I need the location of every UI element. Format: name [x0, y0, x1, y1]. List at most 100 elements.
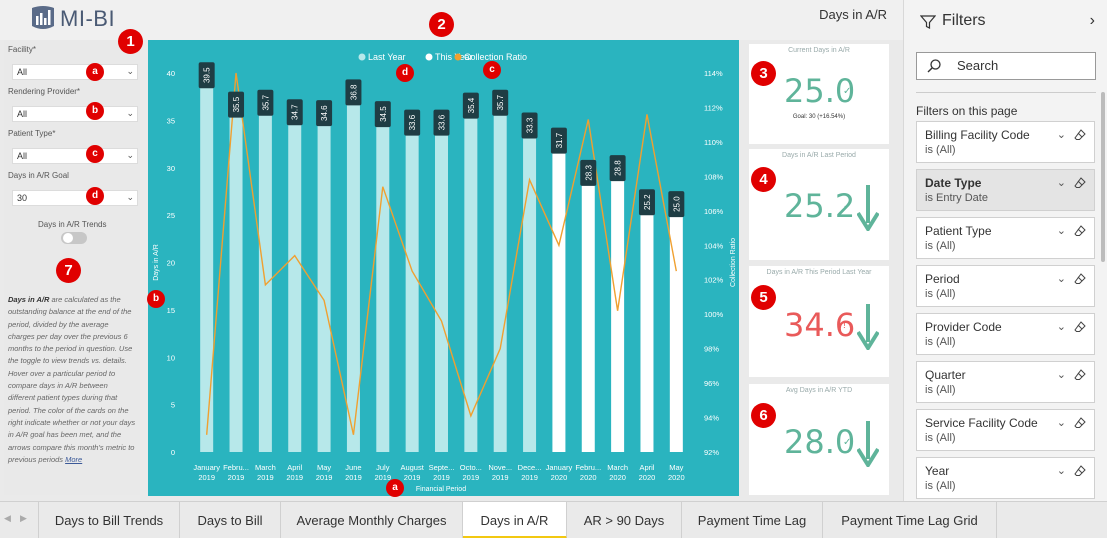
bar-last-year	[229, 115, 243, 452]
filter-card[interactable]: Quarter is (All) ⌄	[916, 361, 1095, 403]
eraser-icon[interactable]	[1074, 177, 1086, 189]
data-label-box	[668, 191, 685, 218]
y2-tick-label: 94%	[704, 414, 719, 423]
filter-card[interactable]: Year is (All) ⌄	[916, 457, 1095, 499]
data-label: 34.6	[320, 105, 329, 121]
logo-icon	[32, 6, 54, 29]
chevron-down-icon[interactable]: ⌄	[1056, 465, 1066, 477]
data-label-box	[580, 159, 597, 186]
page-title: Days in A/R	[819, 7, 887, 22]
check-mark-icon: ✓	[843, 201, 852, 212]
patient-type-dropdown[interactable]: All ⌄	[12, 148, 138, 164]
data-label: 33.6	[408, 114, 417, 130]
tab-days-to-bill[interactable]: Days to Bill	[180, 502, 281, 538]
filter-card[interactable]: Period is (All) ⌄	[916, 265, 1095, 307]
y2-axis-title: Collection Ratio	[730, 238, 737, 287]
data-label-box	[609, 155, 626, 182]
trends-description-bold: Days in A/R	[8, 295, 50, 304]
kpi-card-avg-ytd[interactable]: Avg Days in A/R YTD 28.0 ✓	[749, 384, 889, 495]
y2-tick-label: 110%	[704, 138, 723, 147]
y2-tick-label: 96%	[704, 379, 719, 388]
previous-page-icon[interactable]: ◀	[4, 513, 11, 523]
marker-a: a	[386, 479, 404, 497]
filter-card[interactable]: Date Type is Entry Date ⌄	[916, 169, 1095, 211]
filter-card[interactable]: Patient Type is (All) ⌄	[916, 217, 1095, 259]
chevron-down-icon[interactable]: ⌄	[1056, 225, 1066, 237]
legend-marker	[358, 53, 366, 61]
filter-name: Patient Type	[925, 224, 992, 238]
rendering-provider-value: All	[17, 109, 28, 119]
filter-card[interactable]: Provider Code is (All) ⌄	[916, 313, 1095, 355]
data-label-box	[374, 101, 391, 128]
x-tick-year: 2019	[404, 473, 421, 482]
search-icon	[927, 59, 941, 73]
filter-card[interactable]: Billing Facility Code is (All) ⌄	[916, 121, 1095, 163]
x-axis-title: Financial Period	[416, 486, 466, 493]
slicer-panel: Facility* All ⌄ Rendering Provider* All …	[4, 40, 140, 495]
data-label: 34.5	[379, 106, 388, 122]
x-tick-year: 2019	[433, 473, 450, 482]
toggle-knob	[63, 233, 73, 243]
tab-days-in-ar[interactable]: Days in A/R	[463, 502, 567, 538]
eraser-icon[interactable]	[1074, 321, 1086, 333]
filter-value: is (All)	[925, 480, 956, 492]
chevron-down-icon[interactable]: ⌄	[1056, 129, 1066, 141]
data-label: 34.7	[291, 104, 300, 120]
funnel-icon	[920, 15, 936, 29]
eraser-icon[interactable]	[1074, 129, 1086, 141]
scrollbar[interactable]	[1101, 92, 1105, 262]
eraser-icon[interactable]	[1074, 369, 1086, 381]
bar-last-year	[346, 103, 360, 452]
data-label-box	[404, 109, 421, 136]
tab-average-monthly-charges[interactable]: Average Monthly Charges	[281, 502, 463, 538]
chevron-down-icon[interactable]: ⌄	[1056, 417, 1066, 429]
x-axis: January2019Febru...2019March2019April201…	[193, 463, 684, 493]
collapse-icon[interactable]: ›	[1089, 12, 1095, 29]
filter-value: is Entry Date	[925, 192, 988, 204]
callout-2: 2	[429, 12, 454, 37]
x-tick-label: August	[400, 463, 424, 472]
more-link[interactable]: More	[65, 454, 83, 464]
data-label-box	[228, 91, 245, 118]
filter-name: Provider Code	[925, 320, 1002, 334]
filter-search-input[interactable]: Search	[916, 52, 1096, 80]
chevron-down-icon[interactable]: ⌄	[1056, 273, 1066, 285]
kpi-card-last-period[interactable]: Days in A/R Last Period 25.2 ✓	[749, 149, 889, 260]
chevron-down-icon[interactable]: ⌄	[1056, 369, 1066, 381]
goal-dropdown[interactable]: 30 ⌄	[12, 190, 138, 206]
data-labels: 39.5 35.5 35.7 34.7 34.6 36.8 34.5 33.6 33.6 35.4…	[198, 62, 685, 218]
tab-payment-time-lag[interactable]: Payment Time Lag	[682, 502, 823, 538]
eraser-icon[interactable]	[1074, 225, 1086, 237]
y2-tick-label: 104%	[704, 241, 724, 250]
next-page-icon[interactable]: ▶	[20, 513, 27, 523]
tab-days-to-bill-trends[interactable]: Days to Bill Trends	[38, 502, 180, 538]
x-tick-label: Nove...	[488, 463, 512, 472]
card-goal: Goal: 30 (+16.54%)	[792, 114, 846, 120]
filter-card[interactable]: Service Facility Code is (All) ⌄	[916, 409, 1095, 451]
x-tick-label: Octo...	[460, 463, 482, 472]
kpi-card-period-last-year[interactable]: Days in A/R This Period Last Year 34.6 !	[749, 266, 889, 377]
bar-last-year	[464, 116, 478, 453]
card-title: Days in A/R This Period Last Year	[766, 269, 872, 276]
data-label: 28.3	[584, 165, 593, 181]
eraser-icon[interactable]	[1074, 465, 1086, 477]
tab-payment-time-lag-grid[interactable]: Payment Time Lag Grid	[823, 502, 997, 538]
bar-this-year	[640, 213, 654, 452]
callout-6: 6	[751, 403, 776, 428]
tab-ar-over-90-days[interactable]: AR > 90 Days	[567, 502, 682, 538]
chevron-down-icon[interactable]: ⌄	[1056, 321, 1066, 333]
chevron-down-icon[interactable]: ⌄	[1056, 177, 1066, 189]
eraser-icon[interactable]	[1074, 273, 1086, 285]
x-tick-year: 2019	[257, 473, 274, 482]
facility-dropdown[interactable]: All ⌄	[12, 64, 138, 80]
kpi-card-current[interactable]: Current Days in A/R 25.0 ✓ Goal: 30 (+16…	[749, 44, 889, 144]
days-in-ar-chart: Last Year This Year Collection Ratio 0 5 10 1…	[148, 40, 739, 496]
eraser-icon[interactable]	[1074, 417, 1086, 429]
callout-4: 4	[751, 167, 776, 192]
x-tick-year: 2020	[551, 473, 568, 482]
rendering-provider-dropdown[interactable]: All ⌄	[12, 106, 138, 122]
chevron-down-icon: ⌄	[126, 108, 134, 118]
check-mark-icon: ✓	[843, 437, 852, 448]
bar-this-year	[552, 151, 566, 452]
card-value: 34.6	[784, 306, 856, 344]
